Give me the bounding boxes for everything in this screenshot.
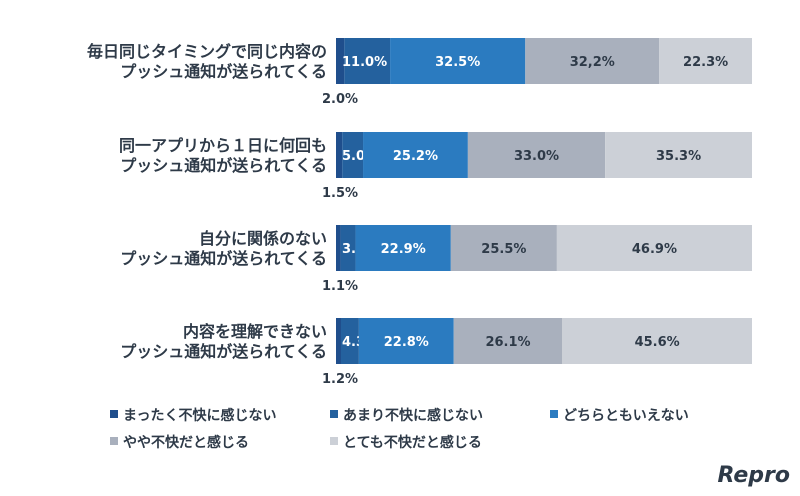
- repro-logo: Repro: [718, 463, 790, 488]
- data-label-small: 2.0%: [322, 92, 358, 107]
- data-label: 33.0%: [514, 149, 559, 164]
- data-label: 32,2%: [570, 55, 615, 70]
- data-label: 26.1%: [485, 335, 530, 350]
- bar-segment-1-3: [390, 38, 526, 84]
- legend-label: あまり不快に感じない: [343, 407, 483, 424]
- data-label: 22.3%: [683, 55, 728, 70]
- data-label: 11.0%: [342, 55, 387, 70]
- category-label-line1: 自分に関係のない: [199, 229, 327, 248]
- legend-label: まったく不快に感じない: [123, 407, 276, 424]
- category-label-line2: プッシュ通知が送られてくる: [120, 62, 327, 81]
- category-label-line2: プッシュ通知が送られてくる: [120, 342, 327, 361]
- bar-segment-2-4: [467, 132, 606, 178]
- category-label-line2: プッシュ通知が送られてくる: [120, 156, 327, 175]
- category-label-line1: 毎日同じタイミングで同じ内容の: [87, 42, 327, 61]
- bar-segment-2-2: [342, 132, 364, 178]
- bar-segment-3-3: [355, 225, 451, 271]
- legend-label: とても不快だと感じる: [343, 434, 482, 451]
- bar-segment-3-5: [556, 225, 752, 271]
- data-label: 22.9%: [381, 242, 426, 257]
- bar-segment-1-4: [525, 38, 660, 84]
- bar-segment-1-5: [659, 38, 752, 84]
- bar-segment-4-5: [562, 318, 752, 364]
- legend-swatch: [110, 410, 118, 418]
- category-label-line1: 内容を理解できない: [183, 322, 327, 341]
- legend-label: どちらともいえない: [563, 408, 689, 424]
- bar-segment-4-2: [340, 318, 359, 364]
- bar-segment-1-2: [344, 38, 391, 84]
- bar-segment-3-4: [450, 225, 557, 271]
- bar-segment-4-1: [336, 318, 341, 364]
- bar-segment-3-2: [340, 225, 356, 271]
- legend-swatch: [330, 410, 338, 418]
- bar-segment-2-1: [336, 132, 343, 178]
- legend-swatch: [330, 437, 338, 445]
- data-label: 32.5%: [435, 55, 480, 70]
- bar-segment-1-1: [336, 38, 345, 84]
- bar-segment-2-3: [363, 132, 468, 178]
- category-label-line2: プッシュ通知が送られてくる: [120, 249, 327, 268]
- bar-segment-3-1: [336, 225, 341, 271]
- bar-segment-4-4: [453, 318, 563, 364]
- legend-swatch: [550, 410, 558, 418]
- data-label-small: 1.5%: [322, 186, 358, 201]
- data-label-small: 1.1%: [322, 279, 358, 294]
- bar-segment-4-3: [358, 318, 454, 364]
- data-label-small: 1.2%: [322, 372, 358, 387]
- data-label: 45.6%: [635, 335, 680, 350]
- legend-swatch: [110, 437, 118, 445]
- category-label-line1: 同一アプリから１日に何回も: [119, 136, 327, 155]
- data-label: 25.2%: [393, 149, 438, 164]
- data-label: 25.5%: [481, 242, 526, 257]
- legend-label: やや不快だと感じる: [123, 434, 249, 451]
- bar-segment-2-5: [605, 132, 752, 178]
- data-label: 35.3%: [656, 149, 701, 164]
- data-label: 46.9%: [632, 242, 677, 257]
- data-label: 22.8%: [384, 335, 429, 350]
